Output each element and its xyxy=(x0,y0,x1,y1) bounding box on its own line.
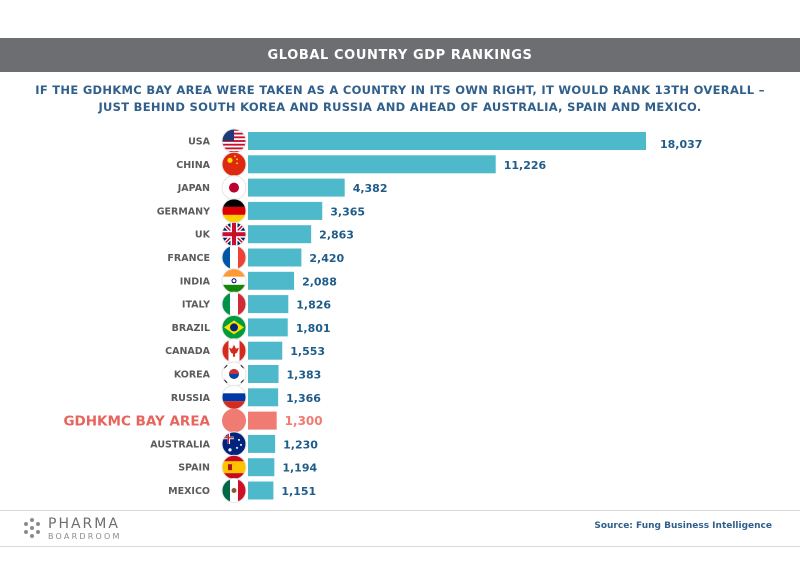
korea-flag-icon xyxy=(221,361,247,387)
bar-row: RUSSIA 1,366 xyxy=(171,384,321,410)
bar xyxy=(248,178,345,197)
bar xyxy=(248,365,279,383)
bar xyxy=(248,411,277,430)
subtitle-line-1: IF THE GDHKMC BAY AREA WERE TAKEN AS A C… xyxy=(35,83,765,97)
value-label: 1,300 xyxy=(285,414,323,428)
bar-row: BRAZIL 1,801 xyxy=(172,314,331,340)
bar-row: INDIA 2,088 xyxy=(180,268,337,294)
canada-flag-icon xyxy=(221,338,247,364)
logo-text-sub: BOARDROOM xyxy=(48,532,122,541)
bar-row: SPAIN 1,194 xyxy=(178,454,317,480)
chart-title: GLOBAL COUNTRY GDP RANKINGS xyxy=(267,47,533,63)
china-flag-icon xyxy=(221,151,247,177)
value-label: 1,194 xyxy=(282,462,317,475)
category-label: INDIA xyxy=(180,276,211,287)
value-label: 1,826 xyxy=(296,299,331,312)
japan-flag-icon xyxy=(221,175,247,201)
subtitle-line-2: JUST BEHIND SOUTH KOREA AND RUSSIA AND A… xyxy=(98,100,702,114)
bar-row: ITALY 1,826 xyxy=(182,291,331,317)
bar-row: CHINA 11,226 xyxy=(176,151,547,177)
category-label: JAPAN xyxy=(177,183,210,194)
value-label: 18,037 xyxy=(660,138,702,151)
uk-flag-icon xyxy=(221,221,247,247)
category-label: BRAZIL xyxy=(172,323,210,334)
bar xyxy=(248,271,295,290)
logo-dots-icon xyxy=(22,518,42,538)
value-label: 1,151 xyxy=(281,485,316,498)
category-label: MEXICO xyxy=(168,486,210,497)
india-flag-icon xyxy=(221,268,247,294)
footer-divider xyxy=(0,510,800,511)
value-label: 1,383 xyxy=(287,369,322,382)
mexico-flag-icon xyxy=(221,478,247,503)
bar xyxy=(248,434,276,453)
bar-row: JAPAN 4,382 xyxy=(177,175,388,201)
bar xyxy=(248,481,274,500)
value-label: 2,863 xyxy=(319,229,354,242)
value-label: 1,366 xyxy=(286,392,321,405)
france-flag-icon xyxy=(221,245,247,270)
chart-title-bar: GLOBAL COUNTRY GDP RANKINGS xyxy=(0,38,800,72)
bar xyxy=(248,201,323,220)
value-label: 11,226 xyxy=(504,159,547,172)
bar xyxy=(248,225,312,244)
category-label: GERMANY xyxy=(157,206,210,217)
usa-flag-icon xyxy=(221,128,247,154)
bar xyxy=(248,295,289,314)
bar-row: UK 2,863 xyxy=(195,221,354,247)
category-label: UK xyxy=(195,230,211,241)
bar xyxy=(248,388,279,407)
brazil-flag-icon xyxy=(221,314,247,340)
germany-flag-icon xyxy=(221,198,247,224)
russia-flag-icon xyxy=(221,384,247,410)
bar xyxy=(248,248,302,267)
bar-row: GERMANY 3,365 xyxy=(157,198,365,224)
bar-row: AUSTRALIA 1,230 xyxy=(150,431,318,457)
value-label: 1,553 xyxy=(290,345,325,358)
highlight-marker xyxy=(222,408,246,433)
value-label: 2,420 xyxy=(309,252,344,265)
value-label: 1,230 xyxy=(283,438,318,451)
source-note: Source: Fung Business Intelligence xyxy=(594,521,772,531)
bottom-divider xyxy=(0,546,800,547)
chart-subtitle: IF THE GDHKMC BAY AREA WERE TAKEN AS A C… xyxy=(20,82,780,116)
category-label: AUSTRALIA xyxy=(150,439,210,450)
category-label: CANADA xyxy=(165,346,211,357)
category-label: SPAIN xyxy=(178,463,210,474)
bar-row: CANADA 1,553 xyxy=(165,338,325,364)
bar xyxy=(248,132,646,150)
value-label: 3,365 xyxy=(330,205,365,218)
bar-row: FRANCE 2,420 xyxy=(167,245,345,270)
category-label: KOREA xyxy=(174,370,211,381)
category-label: RUSSIA xyxy=(171,393,211,404)
bar-row: GDHKMC BAY AREA 1,300 xyxy=(63,408,323,433)
spain-flag-icon xyxy=(221,454,247,480)
pharma-boardroom-logo: PHARMA BOARDROOM xyxy=(22,514,162,544)
category-label: GDHKMC BAY AREA xyxy=(63,414,210,430)
bar xyxy=(248,458,275,477)
bar xyxy=(248,318,288,337)
category-label: USA xyxy=(188,137,211,148)
italy-flag-icon xyxy=(221,291,247,317)
bar-row: MEXICO 1,151 xyxy=(168,478,316,503)
bar xyxy=(248,341,283,360)
bar xyxy=(248,155,496,174)
value-label: 1,801 xyxy=(296,322,331,335)
value-label: 2,088 xyxy=(302,275,337,288)
value-label: 4,382 xyxy=(353,182,388,195)
logo-text-main: PHARMA xyxy=(48,516,120,532)
bar-row: KOREA 1,383 xyxy=(174,361,322,387)
category-label: FRANCE xyxy=(167,253,210,264)
category-label: CHINA xyxy=(176,160,210,171)
category-label: ITALY xyxy=(182,300,210,311)
bar-row: USA 18,037 xyxy=(188,128,702,154)
australia-flag-icon xyxy=(221,431,247,457)
